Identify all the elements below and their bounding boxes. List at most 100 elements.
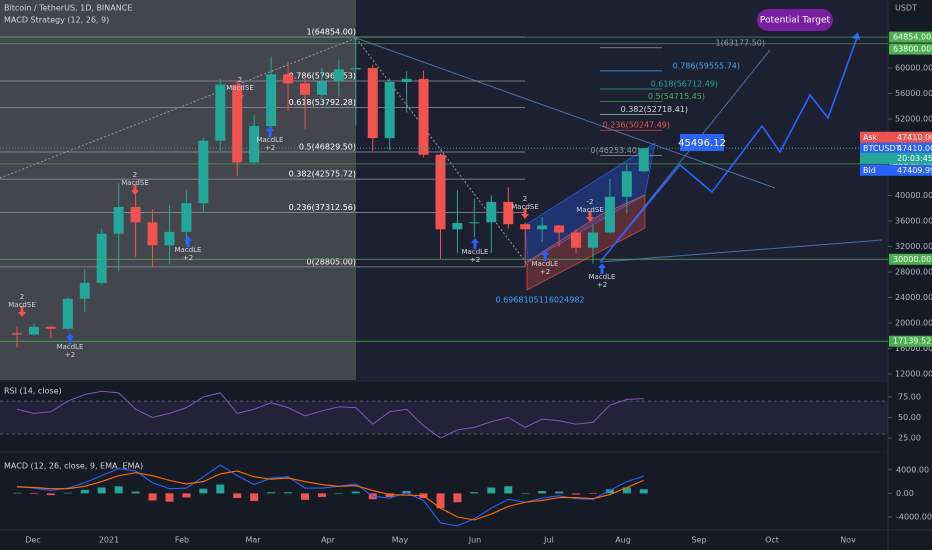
chart-title: Bitcoin / TetherUS, 1D, BINANCE [4, 4, 132, 13]
fib-label: 0.382(52718.41) [621, 105, 688, 114]
signal-text: MacdLE [532, 260, 559, 268]
candle-body [333, 69, 344, 82]
macd-histogram-bar [300, 493, 309, 500]
fib-label: 1(64854.00) [306, 28, 356, 37]
y-tick-label: 4000.00 [896, 465, 929, 474]
fib-label: 0.5(54715.45) [648, 92, 705, 101]
signal-text: MacdLE [257, 136, 284, 144]
signal-text: MacdLE [175, 246, 202, 254]
y-tick-label: 20000.00 [895, 319, 932, 328]
target-label: Potential Target [760, 16, 831, 26]
candle-body [181, 203, 192, 232]
price-callout [680, 134, 724, 151]
signal-text: MacdLE [57, 343, 84, 351]
signal-text: MacdLE [589, 273, 616, 281]
x-tick-label: Sep [691, 536, 706, 545]
candle-body [12, 333, 22, 335]
candle-body [62, 298, 73, 329]
price-tag-label: 44950.53 [893, 159, 931, 168]
rsi-band [0, 401, 888, 434]
signal-arrow [266, 126, 274, 137]
macd-histogram-bar [351, 491, 360, 494]
quote-tag-name: Ask [863, 133, 878, 142]
candle-body [113, 206, 124, 234]
signal-qty: 2 [20, 293, 24, 301]
candle-body [130, 206, 141, 223]
x-tick-label: Mar [245, 536, 261, 545]
y-tick-label: 52000.00 [895, 115, 932, 124]
candle-body [520, 224, 531, 230]
candle-body [45, 326, 56, 329]
price-tag [889, 253, 932, 265]
candle-body [215, 84, 226, 141]
x-tick-label: Oct [765, 536, 779, 545]
y-tick-label: 0.00 [896, 489, 914, 498]
x-tick-label: Dec [25, 536, 40, 545]
quote-tag [860, 142, 932, 154]
macd-histogram-bar [453, 493, 462, 503]
candle-body [418, 78, 429, 155]
signal-arrow [66, 333, 74, 344]
signal-qty: +2 [265, 144, 275, 152]
macd-line [16, 464, 644, 527]
signal-arrow [236, 89, 244, 100]
target-bubble [757, 9, 833, 31]
y-tick-label: 36000.00 [895, 217, 932, 226]
signal-qty: 2 [133, 171, 137, 179]
fib-label: 0.236(50247.49) [603, 121, 670, 130]
price-tag [889, 43, 932, 55]
y-tick-label: 16000.00 [895, 344, 932, 353]
macd-line [16, 470, 644, 521]
quote-tag-value: 47410.00 [897, 133, 932, 142]
candle-body [638, 148, 649, 172]
signal-arrow [131, 184, 139, 195]
candle-body [571, 232, 582, 248]
price-tag-label: 63800.00 [893, 45, 931, 54]
x-tick-label: Feb [175, 536, 189, 545]
y-tick-label: 56000.00 [895, 89, 932, 98]
macd-histogram-bar [385, 493, 394, 497]
candle-body [469, 222, 480, 224]
signal-qty: +2 [470, 256, 480, 264]
price-tag-label: 64854.00 [893, 33, 931, 42]
x-tick-label: 2021 [99, 536, 119, 545]
macd-histogram-bar [538, 491, 547, 494]
quote-tag-value: 20:03:45 [897, 154, 932, 163]
macd-histogram-bar [182, 493, 191, 498]
fib-label: 0.786(59555.74) [673, 61, 740, 70]
price-tag [889, 31, 932, 43]
macd-histogram-bar [233, 493, 242, 499]
macd-histogram-bar [588, 493, 597, 494]
y-tick-label: 28000.00 [895, 268, 932, 277]
projection-arrow [852, 32, 860, 40]
macd-histogram-bar [317, 493, 326, 497]
signal-qty: +2 [540, 268, 550, 276]
macd-histogram-bar [148, 493, 157, 501]
quote-tag [860, 131, 932, 143]
candle-body [587, 232, 598, 248]
price-tag-label: 30000.00 [893, 255, 931, 264]
quote-tag-value: 47410.00 [897, 144, 932, 153]
x-tick-label: Nov [840, 536, 856, 545]
candle-body [283, 74, 294, 84]
signal-arrow [18, 306, 26, 317]
channel-down [526, 194, 646, 291]
ratio-label: 0.6968105116024982 [495, 296, 584, 305]
y-tick-label: -4000.00 [896, 513, 932, 522]
y-tick-label: 25.00 [898, 434, 921, 443]
fib-label: 0.382(42575.72) [289, 170, 356, 179]
macd-histogram-bar [572, 493, 581, 495]
signal-text: MacdSE [511, 203, 539, 211]
macd-histogram-bar [504, 486, 513, 494]
candle-body [299, 83, 310, 95]
candle-body [537, 225, 548, 230]
candle-body [164, 231, 175, 246]
fib-label: 0.618(56712.49) [651, 79, 718, 88]
fib-label: 0(46253.40) [590, 146, 640, 155]
signal-qty: -2 [587, 198, 594, 206]
y-tick-label: 40000.00 [895, 191, 932, 200]
signal-arrow [184, 236, 192, 247]
candle-body [249, 126, 260, 163]
macd-histogram-bar [521, 493, 530, 494]
